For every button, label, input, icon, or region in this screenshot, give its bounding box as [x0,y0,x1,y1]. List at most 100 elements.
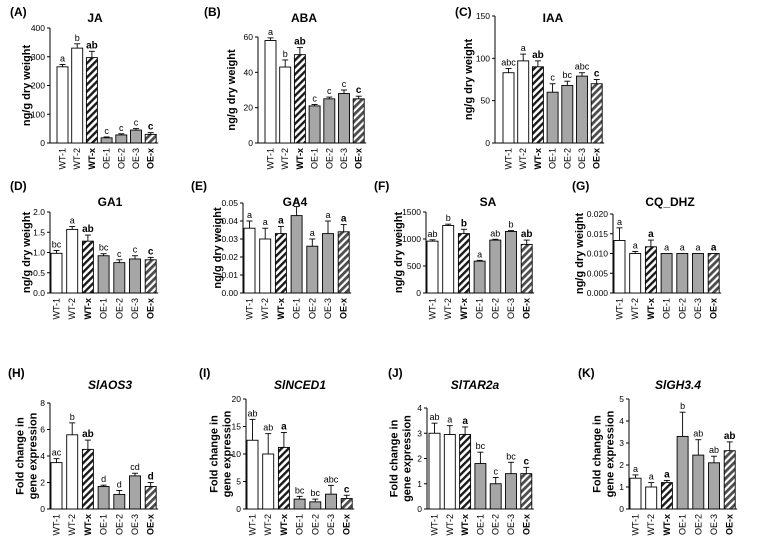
x-tick-label: WT-2 [280,148,290,170]
y-tick-label: 8 [40,398,45,408]
bar-wt-x [81,240,94,294]
bar-oe-2 [676,253,689,294]
significance-letter: bc [311,488,321,498]
x-tick-label: OE-3 [326,514,336,535]
panel-label: (I) [199,366,210,380]
y-tick-label: 1 [619,482,624,492]
y-tick-label: 0.00 [221,288,238,298]
x-tick-label: WT-1 [430,514,440,536]
y-tick-label: 1 [417,479,422,489]
significance-letter: a [664,243,669,253]
bar-oe-3 [129,475,141,510]
bar-wt-1 [50,252,63,294]
bar-oe-2 [323,98,336,144]
x-tick-label: OE-2 [693,514,703,535]
y-tick-label: 60 [244,32,254,42]
panel-g: (G) CQ_DHZ ng/g dry weight 0.000 0.005 0.010 0… [572,179,722,320]
significance-letter: a [310,228,315,238]
y-tick-label: 0.05 [221,198,238,208]
y-tick-label: 3 [417,428,422,438]
x-tick-label: OE-x [522,298,532,319]
bar-oe-3 [576,75,588,144]
x-tick-label: OE-x [354,148,364,169]
bar-oe-3 [338,93,350,144]
bar-oe-3 [708,462,720,510]
significance-letter: abc [575,62,590,72]
bar-oe-1 [293,498,306,510]
y-axis-label: ng/g dry weight [21,45,33,127]
x-tick-label: OE-1 [475,298,485,319]
bar-wt-2 [279,66,292,144]
bar-oe-1 [308,105,321,144]
significance-letter: a [633,464,638,474]
bar-wt-1 [426,240,439,294]
x-tick-label: OE-3 [693,298,703,319]
x-tick-label: OE-2 [310,514,320,535]
x-tick-label: OE-x [146,514,156,535]
bar-wt-2 [71,47,84,144]
x-tick-label: WT-2 [67,298,77,320]
significance-letter: a [633,241,638,251]
y-tick-label: 0.5 [33,268,45,278]
y-tick-label: 0 [236,504,241,514]
y-tick-label: 0 [619,504,624,514]
bar-oe-1 [473,260,486,294]
y-tick-label: 4 [40,451,45,461]
significance-letter: c [312,93,317,103]
x-tick-label: OE-3 [323,298,333,319]
bar-wt-1 [613,240,626,294]
significance-letter: ab [532,50,544,61]
x-tick-label: OE-1 [295,514,305,535]
panel-label: (C) [455,5,472,19]
bar-wt-2 [645,486,658,510]
x-tick-label: WT-1 [58,148,68,170]
bar-oe-1 [474,463,487,510]
bar-wt-1 [243,227,256,294]
panel-label: (E) [191,179,207,193]
chart-title: GA1 [98,195,123,209]
bar-wt-x [457,233,470,294]
y-tick-label: 0 [40,138,45,148]
bar-oe-x [590,83,603,144]
x-tick-label: OE-1 [310,148,320,169]
y-axis-label: gene expression [605,410,617,497]
significance-letter: c [327,86,332,96]
x-tick-label: WT-2 [646,514,656,536]
y-tick-label: 0.03 [221,234,238,244]
x-tick-label: WT-1 [631,514,641,536]
x-tick-label: OE-2 [490,298,500,319]
chart-title: SlGH3.4 [655,378,701,392]
significance-letter: a [70,216,75,226]
significance-letter: a [649,472,654,482]
x-tick-label: OE-1 [662,298,672,319]
x-tick-label: OE-x [146,298,156,319]
bar-wt-1 [50,462,63,510]
x-tick-label: WT-2 [518,148,528,170]
significance-letter: ab [693,429,703,439]
significance-letter: ab [294,37,306,48]
bar-wt-x [660,482,673,510]
significance-letter: ab [82,224,94,235]
panel-label: (B) [204,5,221,19]
significance-letter: c [356,85,362,96]
y-tick-label: 1000 [402,234,421,244]
significance-letter: a [664,469,670,480]
bar-wt-1 [246,439,259,510]
significance-letter: a [268,27,273,37]
significance-letter: ab [247,408,257,418]
x-tick-label: OE-3 [506,298,516,319]
chart-title: ABA [291,11,317,25]
bar-oe-3 [130,129,142,144]
x-tick-label: WT-x [662,514,672,536]
y-axis-label: gene expression [28,412,40,499]
significance-letter: a [680,243,685,253]
x-tick-label: OE-3 [130,514,140,535]
y-tick-label: 2 [40,478,45,488]
significance-letter: bc [52,239,62,249]
x-tick-label: OE-3 [130,298,140,319]
y-axis-label: ng/g dry weight [212,207,224,289]
significance-letter: bc [506,451,516,461]
y-tick-label: 4 [417,403,422,413]
